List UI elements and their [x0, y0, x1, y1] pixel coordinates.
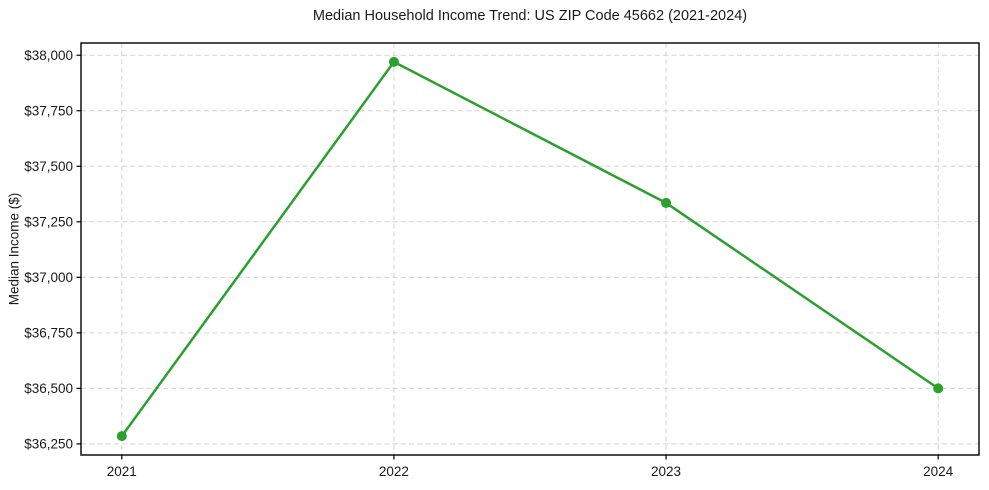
y-tick-label: $37,750 [24, 104, 73, 119]
data-point [388, 56, 399, 67]
data-point [933, 383, 944, 394]
y-tick-label: $37,250 [24, 215, 73, 230]
data-point [661, 197, 672, 208]
x-tick-label: 2024 [923, 464, 954, 479]
y-tick-label: $36,750 [24, 326, 73, 341]
chart-title: Median Household Income Trend: US ZIP Co… [312, 8, 748, 24]
x-tick-label: 2022 [379, 464, 409, 479]
data-point [116, 431, 127, 442]
x-tick-label: 2021 [107, 464, 137, 479]
y-tick-label: $36,250 [24, 437, 73, 452]
x-tick-label: 2023 [651, 464, 681, 479]
y-tick-label: $36,500 [24, 381, 73, 396]
plot-border [80, 42, 980, 456]
y-tick-label: $37,000 [24, 270, 73, 285]
y-tick-label: $38,000 [24, 48, 73, 63]
y-tick-label: $37,500 [24, 159, 73, 174]
trend-line [120, 60, 940, 438]
